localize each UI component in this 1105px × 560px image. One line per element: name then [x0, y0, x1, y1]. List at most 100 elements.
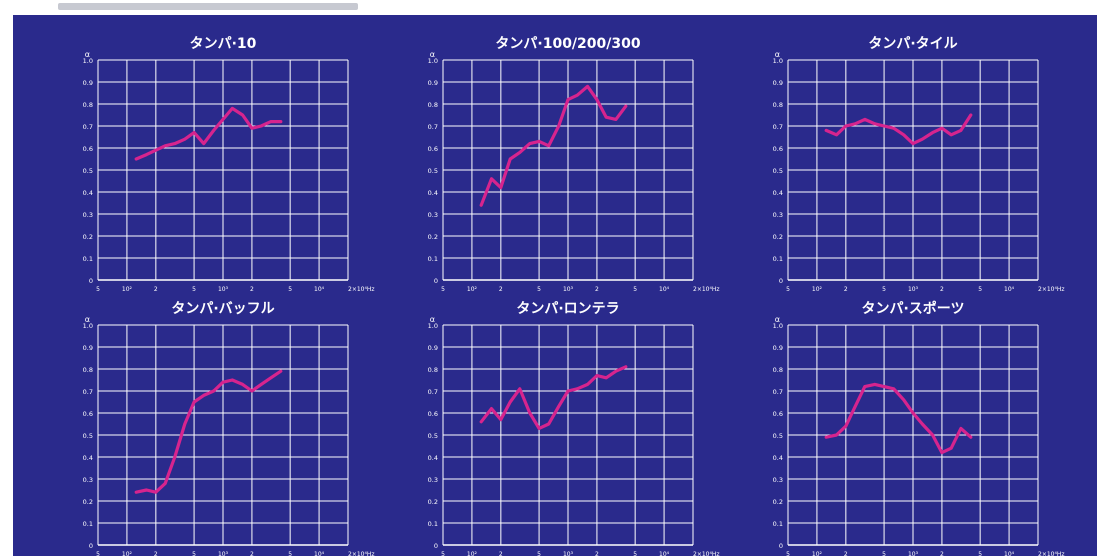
x-tick-label: 5 — [192, 286, 196, 293]
x-tick-label: 10² — [812, 551, 823, 556]
x-tick-label: 10² — [122, 286, 133, 293]
y-tick-label: 0.9 — [83, 344, 93, 352]
y-tick-label: 0.6 — [428, 410, 438, 418]
y-tick-label: 0.9 — [773, 79, 783, 87]
x-tick-label: 5 — [441, 286, 445, 293]
y-tick-label: 0.8 — [773, 366, 783, 374]
y-tick-label: 0.6 — [773, 145, 783, 153]
y-tick-label: 0 — [434, 542, 438, 550]
series-line — [479, 84, 628, 207]
chart-3: タンパ·タイル 0 0.1 0.2 0.3 0.4 0.5 0.6 0.7 0.8 0.9 1.0α 5… — [773, 36, 1065, 293]
y-tick-label: 0.1 — [428, 520, 438, 528]
x-tick-label: 5 — [192, 551, 196, 556]
x-tick-label: 5 — [978, 286, 982, 293]
y-tick-label: 0.9 — [428, 344, 438, 352]
chart-title: タンパ·10 — [190, 36, 257, 52]
y-tick-label: 0.1 — [773, 255, 783, 263]
y-tick-label: 0.4 — [83, 189, 93, 197]
x-tick-label: 5 — [633, 286, 637, 293]
chart-title: タンパ·スポーツ — [861, 300, 964, 317]
x-tick-label: 5 — [288, 286, 292, 293]
x-tick-label: 10³ — [563, 551, 574, 556]
y-tick-label: 0.8 — [83, 366, 93, 374]
y-tick-label: 0.7 — [83, 388, 93, 396]
y-tick-label: 0 — [779, 277, 783, 285]
x-tick-label: 5 — [96, 551, 100, 556]
y-tick-label: 0.9 — [428, 79, 438, 87]
y-tick-label: 0 — [89, 277, 93, 285]
y-tick-label: 0.2 — [773, 233, 783, 241]
x-tick-label: 2×10⁴Hz — [348, 286, 375, 293]
y-tick-label: 0.2 — [428, 498, 438, 506]
y-tick-label: 0.6 — [83, 410, 93, 418]
x-tick-label: 2 — [595, 286, 599, 293]
x-tick-label: 2×10⁴Hz — [693, 286, 720, 293]
x-tick-label: 2 — [250, 551, 254, 556]
x-tick-label: 10² — [812, 286, 823, 293]
chart-1: タンパ·10 0 0.1 0.2 0.3 0.4 0.5 0.6 0.7 0.8 0.9 1.0α 5 1… — [83, 36, 375, 293]
x-tick-label: 10² — [467, 286, 478, 293]
y-tick-label: 0.5 — [428, 432, 438, 440]
y-tick-label: 0.4 — [428, 189, 438, 197]
y-tick-label: 0.4 — [83, 454, 93, 462]
x-tick-label: 10³ — [218, 551, 229, 556]
x-tick-label: 2 — [250, 286, 254, 293]
x-tick-label: 5 — [288, 551, 292, 556]
y-tick-label: 0.4 — [773, 454, 783, 462]
x-tick-label: 5 — [786, 286, 790, 293]
y-axis-symbol: α — [85, 50, 90, 59]
y-tick-label: 0 — [779, 542, 783, 550]
y-tick-label: 0.2 — [428, 233, 438, 241]
y-tick-label: 0.7 — [83, 123, 93, 131]
y-tick-label: 0.5 — [773, 167, 783, 175]
y-axis-symbol: α — [85, 315, 90, 324]
y-tick-label: 0.5 — [83, 432, 93, 440]
y-tick-label: 0.7 — [428, 388, 438, 396]
y-tick-label: 0.2 — [83, 498, 93, 506]
y-tick-label: 1.0 — [773, 322, 783, 330]
x-tick-label: 5 — [537, 551, 541, 556]
y-tick-label: 1.0 — [83, 322, 93, 330]
y-tick-label: 0.1 — [428, 255, 438, 263]
chart-5: タンパ·ロンテラ 0 0.1 0.2 0.3 0.4 0.5 0.6 0.7 0.8 0.9 1.0α… — [428, 301, 720, 558]
y-tick-label: 0.5 — [773, 432, 783, 440]
x-tick-label: 10² — [467, 551, 478, 556]
series-line — [134, 369, 283, 494]
x-tick-label: 5 — [882, 286, 886, 293]
x-tick-label: 2 — [844, 286, 848, 293]
y-tick-label: 0.3 — [83, 211, 93, 219]
chart-title: タンパ·タイル — [868, 36, 957, 52]
y-tick-label: 0.4 — [428, 454, 438, 462]
x-tick-label: 2 — [154, 286, 158, 293]
x-tick-label: 2 — [940, 286, 944, 293]
x-tick-label: 2 — [595, 551, 599, 556]
series-line — [134, 106, 283, 161]
y-tick-label: 0.9 — [83, 79, 93, 87]
y-tick-label: 0.2 — [83, 233, 93, 241]
y-tick-label: 0.8 — [773, 101, 783, 109]
x-tick-label: 5 — [96, 286, 100, 293]
y-tick-label: 1.0 — [428, 57, 438, 65]
chart-title: タンパ·100/200/300 — [495, 36, 640, 52]
x-tick-label: 5 — [633, 551, 637, 556]
y-tick-label: 0.9 — [773, 344, 783, 352]
chart-title: タンパ·バッフル — [171, 301, 274, 317]
y-axis-symbol: α — [430, 315, 435, 324]
x-tick-label: 2×10⁴Hz — [1038, 551, 1065, 556]
x-tick-label: 2 — [499, 551, 503, 556]
x-tick-label: 2×10⁴Hz — [348, 551, 375, 556]
y-tick-label: 0.3 — [428, 476, 438, 484]
y-tick-label: 0.1 — [83, 255, 93, 263]
x-tick-label: 5 — [978, 551, 982, 556]
x-tick-label: 10⁴ — [314, 286, 325, 293]
y-axis-symbol: α — [775, 315, 780, 324]
y-tick-label: 0.7 — [773, 123, 783, 131]
x-tick-label: 2×10⁴Hz — [693, 551, 720, 556]
series-line — [824, 113, 973, 146]
y-tick-label: 0.7 — [428, 123, 438, 131]
page-header — [4, 0, 404, 14]
y-tick-label: 0.3 — [773, 211, 783, 219]
y-tick-label: 0.6 — [773, 410, 783, 418]
x-tick-label: 10³ — [908, 286, 919, 293]
